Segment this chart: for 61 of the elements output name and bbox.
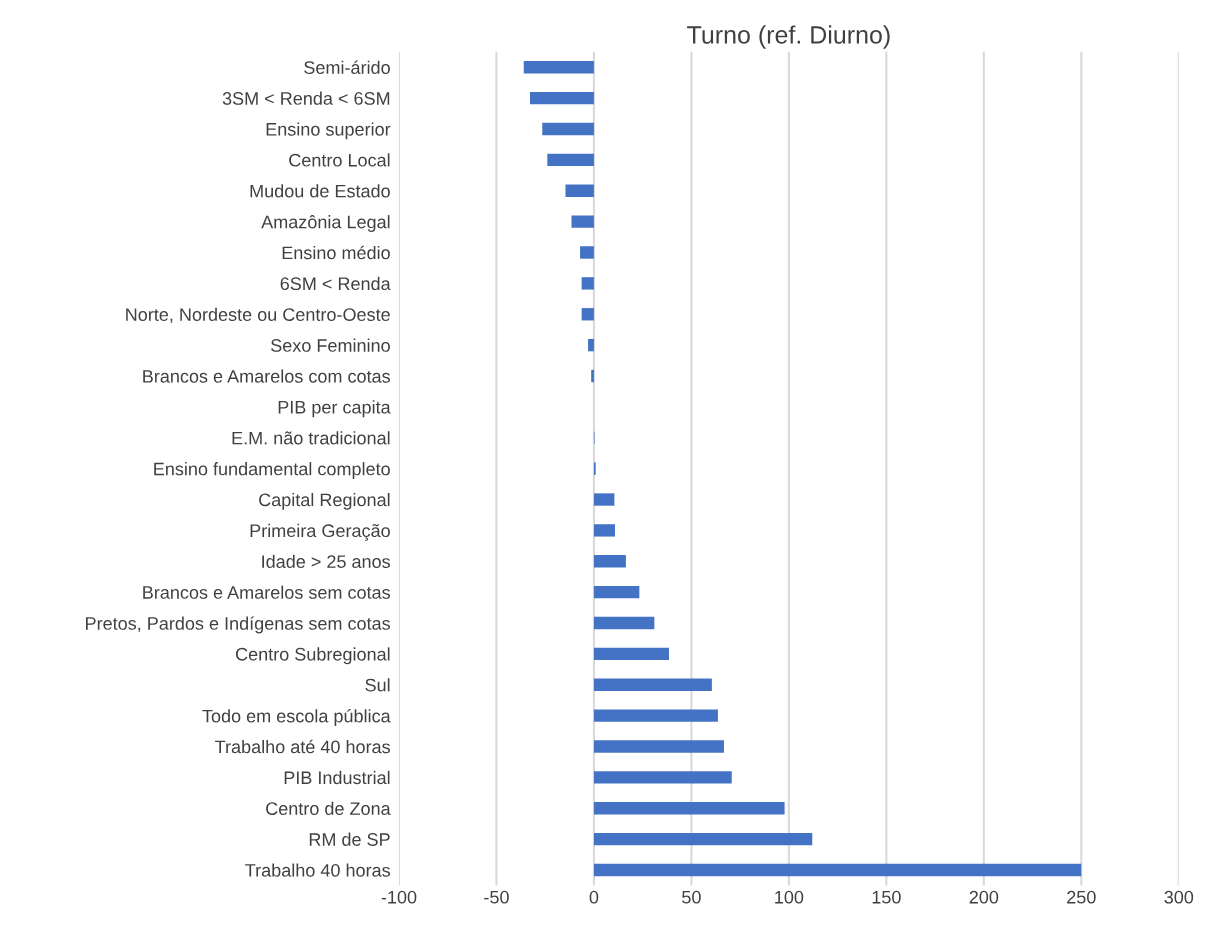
bar xyxy=(565,184,594,197)
y-tick-label: Brancos e Amarelos sem cotas xyxy=(143,585,390,599)
x-tick-label: 100 xyxy=(775,890,804,904)
x-tick-label: 200 xyxy=(969,890,999,904)
bar xyxy=(593,555,626,568)
y-tick-label: Trabalho até 40 horas xyxy=(215,739,390,754)
bar xyxy=(593,585,640,599)
x-tick-label: 150 xyxy=(872,890,901,904)
y-tick-label: Centro Subregional xyxy=(235,647,390,665)
x-tick-label: 50 xyxy=(682,890,701,904)
y-tick-label: Primeira Geração xyxy=(250,523,390,541)
bar xyxy=(593,493,615,506)
y-tick-label: Semi-árido xyxy=(304,60,390,74)
y-tick-label: 6SM < Renda xyxy=(280,276,391,291)
x-tick-label: -100 xyxy=(381,890,417,904)
y-tick-label: RM de SP xyxy=(309,832,390,846)
y-tick-label: Sul xyxy=(365,678,390,692)
y-tick-label: E.M. não tradicional xyxy=(232,431,390,445)
y-tick-label: PIB per capita xyxy=(278,400,391,418)
bar xyxy=(593,616,655,630)
x-tick-label: 300 xyxy=(1164,890,1194,904)
y-tick-label: Ensino superior xyxy=(266,122,391,140)
bar xyxy=(593,647,669,661)
chart-title: Turno (ref. Diurno) xyxy=(687,25,890,49)
y-tick-label: Brancos e Amarelos com cotas xyxy=(143,369,390,383)
y-tick-label: Ensino médio xyxy=(282,245,390,260)
bar xyxy=(588,338,594,352)
y-tick-label: Amazônia Legal xyxy=(261,215,390,232)
y-tick-label: Mudou de Estado xyxy=(250,184,390,198)
y-tick-label: Norte, Nordeste ou Centro-Oeste xyxy=(126,307,390,324)
bar xyxy=(581,277,594,290)
y-tick-label: Todo em escola pública xyxy=(202,709,391,727)
bar xyxy=(593,678,712,691)
y-tick-label: Sexo Feminino xyxy=(271,338,390,352)
y-tick-label: 3SM < Renda < 6SM xyxy=(222,91,390,105)
bar xyxy=(580,246,594,259)
bar xyxy=(593,740,724,753)
bar xyxy=(581,308,594,321)
bar xyxy=(593,709,718,722)
y-tick-label: Pretos, Pardos e Indígenas sem cotas xyxy=(86,616,391,634)
x-tick-label: 0 xyxy=(589,890,599,904)
bar xyxy=(593,802,785,815)
y-tick-label: Ensino fundamental completo xyxy=(154,462,390,479)
bar xyxy=(523,61,594,74)
y-tick-label: Capital Regional xyxy=(259,492,390,510)
y-tick-label: Centro Local xyxy=(289,153,390,167)
bar xyxy=(571,215,594,228)
bar xyxy=(542,122,594,136)
y-tick-label: Idade > 25 anos xyxy=(262,554,390,568)
bar xyxy=(593,771,732,784)
x-tick-label: 250 xyxy=(1067,890,1096,904)
bar xyxy=(593,524,615,537)
bar xyxy=(591,369,594,383)
bar xyxy=(593,832,813,846)
bar xyxy=(593,863,1082,877)
y-tick-label: Centro de Zona xyxy=(266,801,391,816)
x-tick-label: -50 xyxy=(484,890,509,904)
y-tick-label: Trabalho 40 horas xyxy=(245,863,390,877)
y-tick-label: PIB Industrial xyxy=(284,770,390,785)
bar xyxy=(529,91,594,105)
bar xyxy=(547,153,594,167)
